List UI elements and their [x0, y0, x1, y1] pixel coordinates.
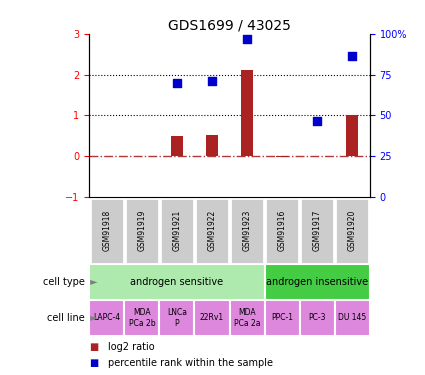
Text: ■: ■: [89, 358, 99, 368]
FancyBboxPatch shape: [300, 300, 335, 336]
Text: MDA
PCa 2b: MDA PCa 2b: [128, 308, 155, 327]
Text: androgen insensitive: androgen insensitive: [266, 277, 368, 287]
Bar: [241, 70, 253, 156]
FancyBboxPatch shape: [89, 300, 124, 336]
FancyBboxPatch shape: [230, 198, 264, 264]
Text: GSM91923: GSM91923: [243, 210, 252, 251]
Text: LAPC-4: LAPC-4: [93, 314, 120, 322]
FancyBboxPatch shape: [89, 264, 264, 300]
FancyBboxPatch shape: [335, 198, 369, 264]
Point: [209, 78, 215, 84]
Point: [244, 36, 250, 42]
FancyBboxPatch shape: [195, 198, 229, 264]
Text: percentile rank within the sample: percentile rank within the sample: [108, 358, 273, 368]
Text: androgen sensitive: androgen sensitive: [130, 277, 224, 287]
Text: GSM91918: GSM91918: [102, 210, 111, 251]
Text: GSM91922: GSM91922: [207, 210, 216, 251]
FancyBboxPatch shape: [124, 300, 159, 336]
Text: PPC-1: PPC-1: [271, 314, 293, 322]
Text: GSM91919: GSM91919: [137, 210, 146, 251]
Text: cell line: cell line: [47, 313, 85, 323]
FancyBboxPatch shape: [194, 300, 230, 336]
FancyBboxPatch shape: [230, 300, 264, 336]
Point: [173, 80, 180, 86]
Text: ■: ■: [89, 342, 99, 352]
Point: [314, 118, 320, 124]
Bar: [346, 116, 358, 156]
Text: 22Rv1: 22Rv1: [200, 314, 224, 322]
Text: GSM91917: GSM91917: [313, 210, 322, 251]
Text: log2 ratio: log2 ratio: [108, 342, 155, 352]
FancyBboxPatch shape: [90, 198, 124, 264]
FancyBboxPatch shape: [264, 300, 300, 336]
Bar: [171, 136, 183, 156]
Text: MDA
PCa 2a: MDA PCa 2a: [234, 308, 260, 327]
Text: cell type: cell type: [43, 277, 85, 287]
FancyBboxPatch shape: [265, 198, 299, 264]
Bar: [206, 135, 218, 156]
FancyBboxPatch shape: [159, 300, 194, 336]
Text: GSM91916: GSM91916: [278, 210, 286, 251]
FancyBboxPatch shape: [160, 198, 194, 264]
Bar: [276, 156, 288, 158]
FancyBboxPatch shape: [300, 198, 334, 264]
Text: GSM91921: GSM91921: [173, 210, 181, 251]
Title: GDS1699 / 43025: GDS1699 / 43025: [168, 19, 291, 33]
FancyBboxPatch shape: [335, 300, 370, 336]
FancyBboxPatch shape: [264, 264, 370, 300]
Text: DU 145: DU 145: [338, 314, 366, 322]
FancyBboxPatch shape: [125, 198, 159, 264]
Text: ►: ►: [87, 277, 98, 287]
Point: [349, 53, 356, 59]
Text: ►: ►: [87, 313, 98, 323]
Text: PC-3: PC-3: [309, 314, 326, 322]
Text: GSM91920: GSM91920: [348, 210, 357, 251]
Text: LNCa
P: LNCa P: [167, 308, 187, 327]
